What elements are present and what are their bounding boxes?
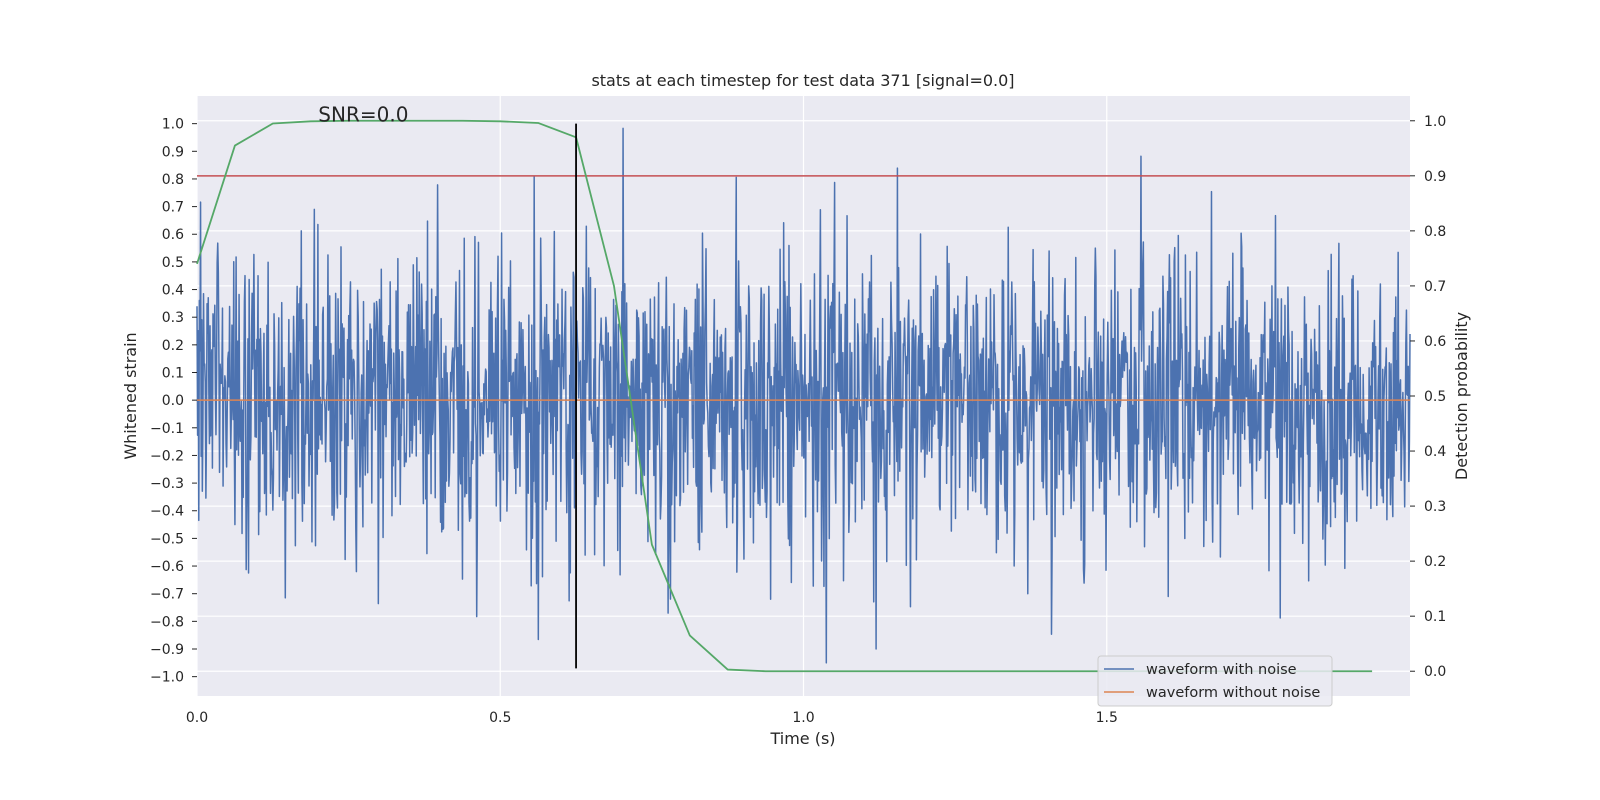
- y2-axis-label: Detection probability: [1452, 312, 1471, 480]
- y2-tick-label: 1.0: [1424, 114, 1446, 130]
- y-tick-label: −0.6: [150, 559, 184, 575]
- y-tick-label: 1.0: [162, 117, 184, 133]
- y2-tick-label: 0.9: [1424, 169, 1446, 185]
- y-axis-ticks: −1.0 −0.9 −0.8 −0.7 −0.6 −0.5 −0.4 −0.3 −0.2 −0.1…: [150, 117, 197, 686]
- y-tick-label: 0.3: [162, 310, 184, 326]
- noise-series-line: [196, 127, 1411, 664]
- y-tick-label: 0.4: [162, 283, 184, 299]
- y2-tick-label: 0.2: [1424, 554, 1446, 570]
- y2-tick-label: 0.4: [1424, 444, 1446, 460]
- y2-tick-label: 0.5: [1424, 389, 1446, 405]
- legend-label-noise: waveform with noise: [1146, 662, 1297, 678]
- y-tick-label: 0.0: [162, 393, 184, 409]
- y-tick-label: 0.1: [162, 365, 184, 381]
- x-tick-label: 0.5: [489, 710, 511, 726]
- y-tick-label: −0.5: [150, 531, 184, 547]
- y-tick-label: 0.5: [162, 255, 184, 271]
- y2-axis-ticks: 0.0 0.1 0.2 0.3 0.4 0.5 0.6 0.7 0.8 0.9 1.0: [1410, 114, 1446, 680]
- x-tick-label: 1.0: [792, 710, 814, 726]
- y-axis-label: Whitened strain: [121, 332, 140, 459]
- y-tick-label: 0.9: [162, 144, 184, 160]
- y2-tick-label: 0.0: [1424, 664, 1446, 680]
- y-tick-label: −0.1: [150, 421, 184, 437]
- y2-tick-label: 0.3: [1424, 499, 1446, 515]
- y-tick-label: −0.8: [150, 614, 184, 630]
- y2-tick-label: 0.6: [1424, 334, 1446, 350]
- y-tick-label: −0.7: [150, 587, 184, 603]
- y2-tick-label: 0.7: [1424, 279, 1446, 295]
- y-tick-label: −0.3: [150, 476, 184, 492]
- y-tick-label: 0.6: [162, 227, 184, 243]
- x-tick-label: 0.0: [186, 710, 208, 726]
- x-tick-label: 1.5: [1096, 710, 1118, 726]
- y-tick-label: 0.2: [162, 338, 184, 354]
- y2-tick-label: 0.1: [1424, 609, 1446, 625]
- noise-waveform: [196, 127, 1411, 664]
- chart-title: stats at each timestep for test data 371…: [591, 71, 1014, 90]
- y-tick-label: −1.0: [150, 670, 184, 686]
- x-axis-label: Time (s): [769, 729, 835, 748]
- y-tick-label: 0.8: [162, 172, 184, 188]
- legend-box: [1097, 655, 1333, 707]
- y2-tick-label: 0.8: [1424, 224, 1446, 240]
- y-tick-label: 0.7: [162, 200, 184, 216]
- y-tick-label: −0.9: [150, 642, 184, 658]
- y-tick-label: −0.2: [150, 448, 184, 464]
- x-axis-ticks: 0.0 0.5 1.0 1.5: [186, 710, 1118, 726]
- legend: waveform with noise waveform without noi…: [1097, 655, 1333, 707]
- snr-annotation: SNR=0.0: [318, 103, 408, 127]
- y-tick-label: −0.4: [150, 504, 184, 520]
- legend-label-clean: waveform without noise: [1146, 685, 1320, 701]
